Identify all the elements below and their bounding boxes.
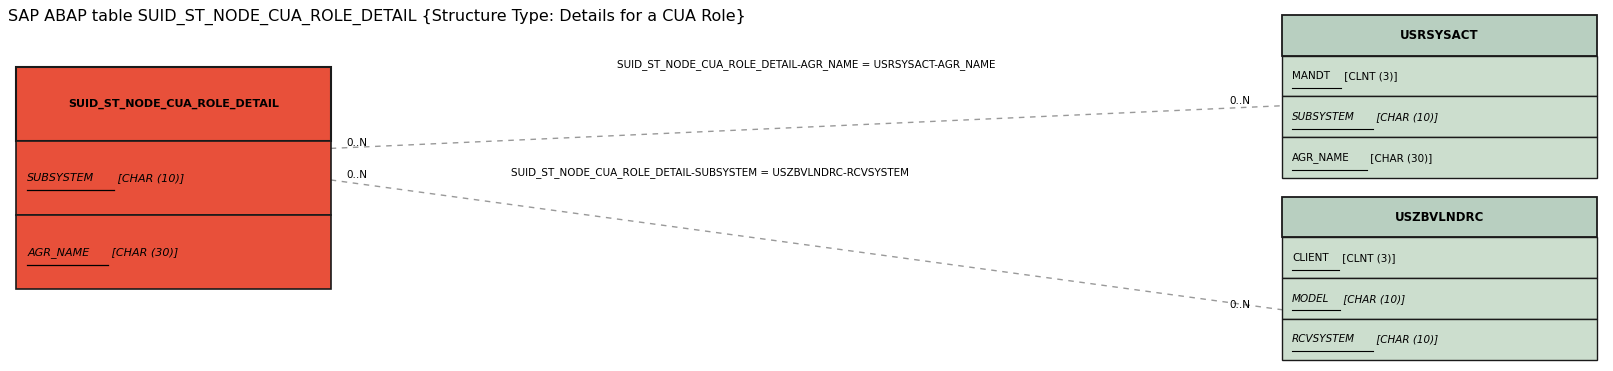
Text: MANDT: MANDT <box>1292 71 1331 81</box>
Text: AGR_NAME: AGR_NAME <box>1292 152 1350 163</box>
Text: CLIENT: CLIENT <box>1292 253 1329 263</box>
Text: 0..N: 0..N <box>347 170 368 180</box>
Text: MODEL: MODEL <box>1292 294 1329 303</box>
Bar <box>16 67 331 141</box>
Text: [CHAR (30)]: [CHAR (30)] <box>108 247 177 257</box>
Text: USZBVLNDRC: USZBVLNDRC <box>1395 210 1484 224</box>
Text: SUID_ST_NODE_CUA_ROLE_DETAIL-SUBSYSTEM = USZBVLNDRC-RCVSYSTEM: SUID_ST_NODE_CUA_ROLE_DETAIL-SUBSYSTEM =… <box>511 167 908 178</box>
Text: [CHAR (10)]: [CHAR (10)] <box>1373 112 1439 122</box>
Text: 0..N: 0..N <box>1229 96 1250 106</box>
Text: SUID_ST_NODE_CUA_ROLE_DETAIL-AGR_NAME = USRSYSACT-AGR_NAME: SUID_ST_NODE_CUA_ROLE_DETAIL-AGR_NAME = … <box>618 59 995 70</box>
Text: SUBSYSTEM: SUBSYSTEM <box>1292 112 1355 122</box>
Text: USRSYSACT: USRSYSACT <box>1400 29 1479 42</box>
Text: 0..N: 0..N <box>1229 300 1250 310</box>
Text: AGR_NAME: AGR_NAME <box>27 247 90 258</box>
Bar <box>1282 197 1597 237</box>
Text: [CHAR (10)]: [CHAR (10)] <box>1340 294 1405 303</box>
Text: SUBSYSTEM: SUBSYSTEM <box>27 173 95 183</box>
Bar <box>1282 278 1597 319</box>
Text: SAP ABAP table SUID_ST_NODE_CUA_ROLE_DETAIL {Structure Type: Details for a CUA R: SAP ABAP table SUID_ST_NODE_CUA_ROLE_DET… <box>8 9 745 26</box>
Text: [CHAR (10)]: [CHAR (10)] <box>115 173 184 183</box>
Text: [CHAR (10)]: [CHAR (10)] <box>1373 335 1439 344</box>
Bar <box>1282 15 1597 56</box>
Text: 0..N: 0..N <box>347 138 368 148</box>
Text: [CLNT (3)]: [CLNT (3)] <box>1340 71 1397 81</box>
Bar <box>1282 96 1597 137</box>
Bar <box>1282 56 1597 96</box>
Text: SUID_ST_NODE_CUA_ROLE_DETAIL: SUID_ST_NODE_CUA_ROLE_DETAIL <box>68 99 279 109</box>
Bar <box>1282 237 1597 278</box>
Bar <box>1282 137 1597 178</box>
Bar <box>16 215 331 289</box>
Bar <box>1282 319 1597 360</box>
Text: RCVSYSTEM: RCVSYSTEM <box>1292 335 1355 344</box>
Text: [CHAR (30)]: [CHAR (30)] <box>1366 153 1432 162</box>
Text: [CLNT (3)]: [CLNT (3)] <box>1339 253 1395 263</box>
Bar <box>16 141 331 215</box>
